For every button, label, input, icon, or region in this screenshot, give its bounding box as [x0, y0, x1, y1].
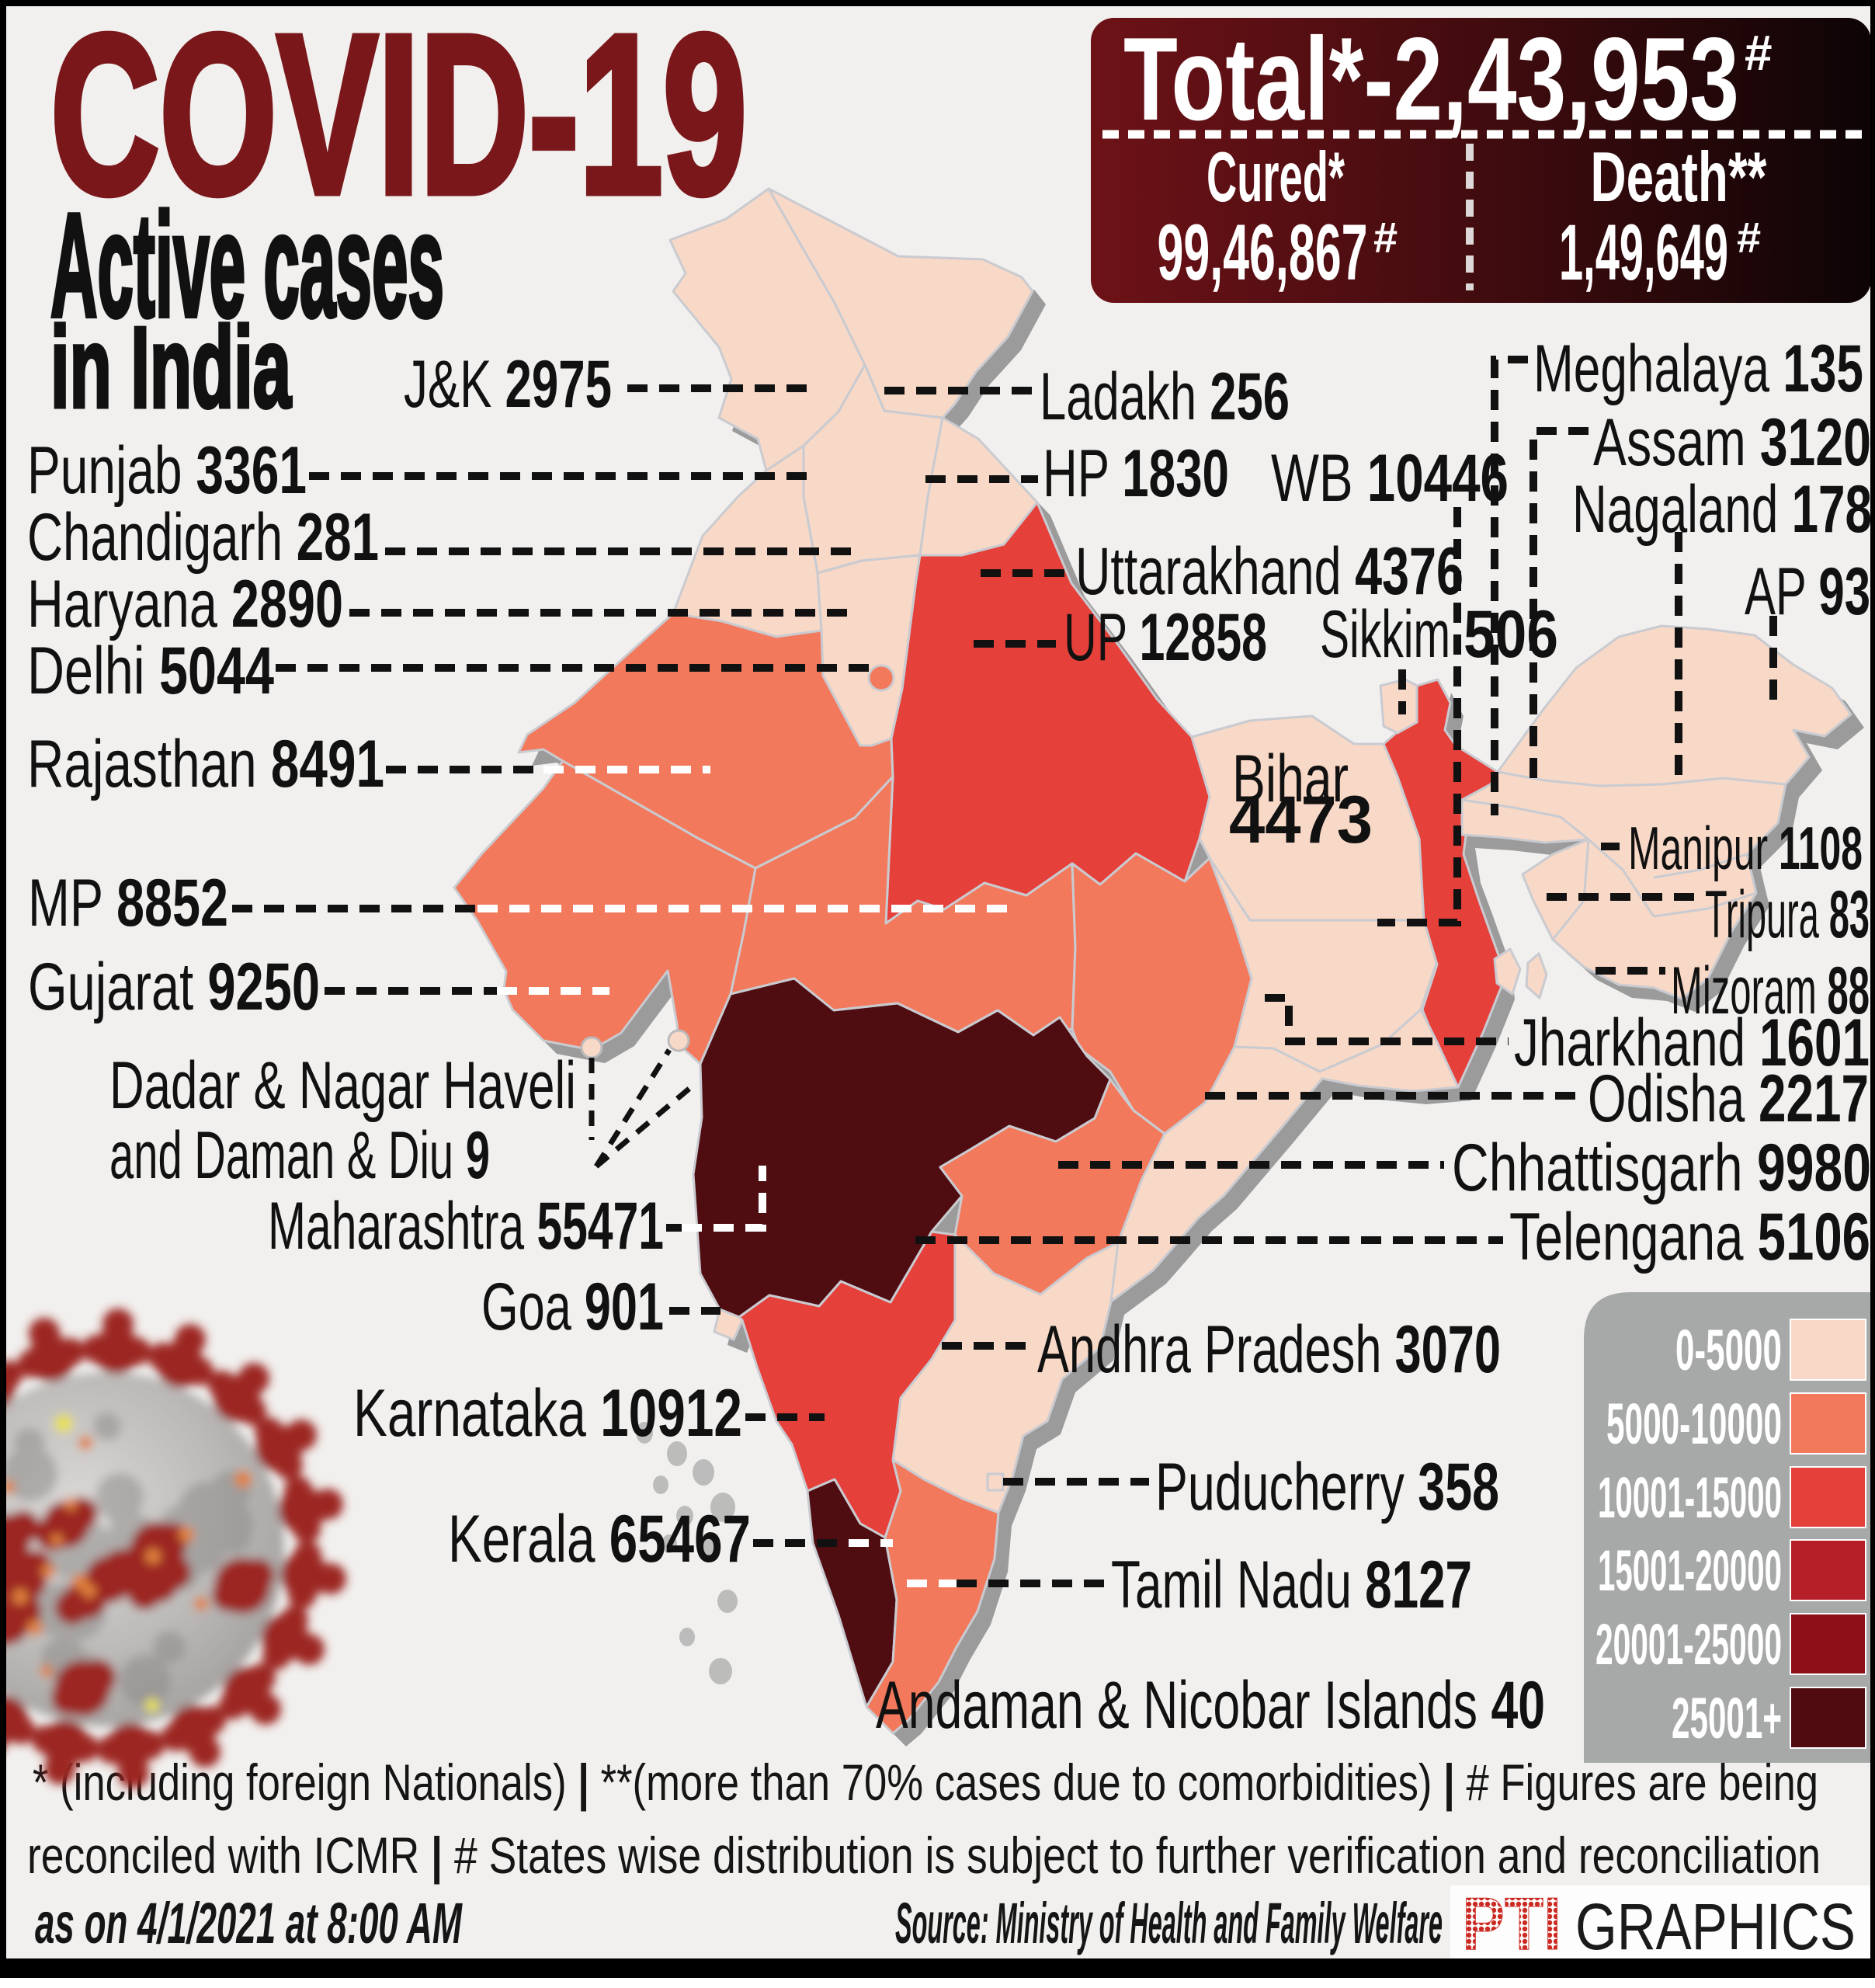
- svg-text:Dadar & Nagar Haveli: Dadar & Nagar Haveli: [109, 1048, 576, 1123]
- svg-text:Sikkim: Sikkim: [1320, 597, 1450, 672]
- svg-text:Punjab 3361: Punjab 3361: [27, 433, 307, 508]
- svg-text:Manipur 1108: Manipur 1108: [1628, 814, 1863, 882]
- svg-text:Ladakh 256: Ladakh 256: [1040, 360, 1290, 434]
- svg-text:25001+: 25001+: [1672, 1686, 1782, 1750]
- svg-text:Rajasthan 8491: Rajasthan 8491: [27, 727, 384, 801]
- svg-text:15001-20000: 15001-20000: [1598, 1538, 1782, 1603]
- svg-text:Chandigarh 281: Chandigarh 281: [27, 500, 379, 575]
- svg-text:Active cases: Active cases: [50, 183, 444, 348]
- svg-text:PTI: PTI: [1462, 1882, 1561, 1965]
- svg-text:Andaman & Nicobar Islands 40: Andaman & Nicobar Islands 40: [876, 1668, 1545, 1743]
- svg-text:Kerala 65467: Kerala 65467: [448, 1502, 751, 1576]
- svg-text:Source: Ministry of Health and: Source: Ministry of Health and Family We…: [895, 1891, 1443, 1955]
- svg-text:Tamil Nadu 8127: Tamil Nadu 8127: [1111, 1548, 1472, 1622]
- svg-text:1,49,649: 1,49,649: [1559, 208, 1728, 297]
- svg-text:506: 506: [1464, 597, 1558, 672]
- svg-text:Uttarakhand 4376: Uttarakhand 4376: [1075, 534, 1464, 609]
- svg-text:Chhattisgarh 9980: Chhattisgarh 9980: [1452, 1131, 1871, 1205]
- svg-text:AP 93: AP 93: [1745, 554, 1870, 629]
- svg-text:Cured*: Cured*: [1207, 138, 1345, 217]
- svg-text:Mizoram 88: Mizoram 88: [1671, 954, 1870, 1028]
- svg-text:Puducherry 358: Puducherry 358: [1155, 1450, 1499, 1524]
- svg-text:and Daman & Diu 9: and Daman & Diu 9: [109, 1118, 490, 1193]
- svg-text:20001-25000: 20001-25000: [1595, 1612, 1782, 1677]
- svg-text:reconciled with ICMR | # Stat: reconciled with ICMR | # States wise dis…: [27, 1826, 1821, 1885]
- svg-text:0-5000: 0-5000: [1675, 1318, 1782, 1382]
- svg-text:HP 1830: HP 1830: [1043, 436, 1229, 511]
- svg-text:Telengana 5106: Telengana 5106: [1509, 1200, 1870, 1274]
- svg-text:GRAPHICS: GRAPHICS: [1575, 1890, 1856, 1963]
- svg-text:99,46,867: 99,46,867: [1158, 208, 1368, 297]
- svg-text:#: #: [1737, 213, 1761, 262]
- svg-text:Delhi 5044: Delhi 5044: [27, 634, 274, 708]
- svg-text:as on 4/1/2021 at 8:00 AM: as on 4/1/2021 at 8:00 AM: [35, 1891, 463, 1955]
- svg-text:J&K 2975: J&K 2975: [404, 347, 612, 422]
- svg-text:* (including foreign Nationals: * (including foreign Nationals) | **(mor…: [33, 1753, 1818, 1812]
- svg-text:Bihar: Bihar: [1232, 742, 1349, 816]
- svg-text:MP 8852: MP 8852: [28, 866, 228, 940]
- svg-text:Haryana 2890: Haryana 2890: [27, 567, 343, 641]
- svg-text:Gujarat 9250: Gujarat 9250: [28, 950, 320, 1024]
- svg-text:Meghalaya 135: Meghalaya 135: [1533, 332, 1863, 406]
- svg-text:Andhra Pradesh 3070: Andhra Pradesh 3070: [1037, 1312, 1501, 1387]
- svg-text:Maharashtra 55471: Maharashtra 55471: [268, 1189, 664, 1263]
- svg-text:Karnataka 10912: Karnataka 10912: [353, 1376, 742, 1451]
- svg-text:#: #: [1373, 213, 1398, 262]
- svg-text:Goa 901: Goa 901: [481, 1270, 664, 1344]
- svg-text:UP 12858: UP 12858: [1064, 600, 1267, 675]
- svg-text:Assam 3120: Assam 3120: [1593, 405, 1871, 480]
- svg-text:Tripura 83: Tripura 83: [1705, 878, 1870, 952]
- svg-text:WB 10446: WB 10446: [1271, 441, 1509, 516]
- svg-text:10001-15000: 10001-15000: [1598, 1465, 1782, 1530]
- svg-text:#: #: [1745, 25, 1773, 81]
- svg-text:in India: in India: [50, 304, 292, 432]
- svg-text:Total*-2,43,953: Total*-2,43,953: [1123, 13, 1739, 145]
- svg-text:5000-10000: 5000-10000: [1606, 1392, 1782, 1456]
- svg-text:COVID-19: COVID-19: [50, 0, 747, 241]
- svg-text:4473: 4473: [1229, 783, 1373, 857]
- svg-text:Jharkhand 1601: Jharkhand 1601: [1514, 1006, 1870, 1080]
- svg-text:Odisha 2217: Odisha 2217: [1588, 1062, 1869, 1136]
- svg-text:Nagaland 178: Nagaland 178: [1572, 472, 1872, 547]
- svg-text:Death**: Death**: [1591, 138, 1767, 217]
